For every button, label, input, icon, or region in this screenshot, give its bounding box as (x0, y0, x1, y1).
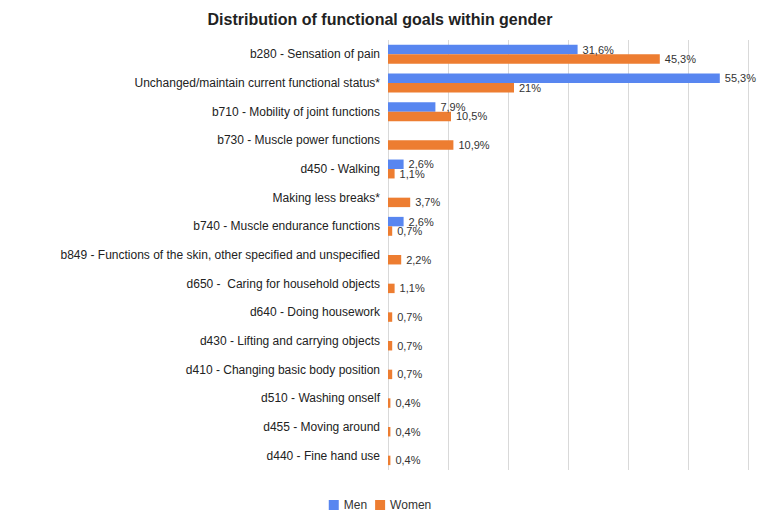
svg-text:b710 - Mobility of joint funct: b710 - Mobility of joint functions (212, 105, 380, 119)
svg-text:Making less breaks*: Making less breaks* (273, 191, 381, 205)
svg-text:0,7%: 0,7% (397, 311, 422, 323)
svg-text:d510 - Washing onself: d510 - Washing onself (261, 391, 381, 405)
svg-text:21%: 21% (519, 82, 541, 94)
svg-text:b280 - Sensation of pain: b280 - Sensation of pain (250, 47, 380, 61)
svg-text:3,7%: 3,7% (415, 196, 440, 208)
svg-text:b849 - Functions of the skin,: b849 - Functions of the skin, other spec… (60, 248, 380, 262)
svg-text:0,7%: 0,7% (397, 368, 422, 380)
svg-text:d455 - Moving around: d455 - Moving around (263, 420, 380, 434)
svg-text:1,1%: 1,1% (400, 168, 425, 180)
svg-text:b730 - Muscle power functions: b730 - Muscle power functions (217, 133, 380, 147)
svg-text:Men: Men (344, 498, 367, 512)
svg-text:0,4%: 0,4% (395, 454, 420, 466)
svg-text:0,4%: 0,4% (395, 397, 420, 409)
svg-text:Women: Women (390, 498, 431, 512)
svg-text:7,9%: 7,9% (440, 100, 466, 113)
svg-text:d440 - Fine hand use: d440 - Fine hand use (267, 449, 381, 463)
svg-text:d450 - Walking: d450 - Walking (300, 162, 380, 176)
svg-text:d640 - Doing housework: d640 - Doing housework (250, 305, 381, 319)
svg-text:2,6%: 2,6% (408, 215, 434, 228)
svg-text:Unchanged/maintain current fun: Unchanged/maintain current functional st… (135, 76, 381, 90)
svg-text:31,6%: 31,6% (583, 44, 614, 56)
svg-text:d430 - Lifting and carrying ob: d430 - Lifting and carrying objects (200, 334, 380, 348)
svg-text:10,9%: 10,9% (458, 139, 489, 151)
svg-text:1,1%: 1,1% (400, 282, 425, 294)
svg-text:d410 - Changing basic body pos: d410 - Changing basic body position (186, 363, 380, 377)
svg-text:0,7%: 0,7% (397, 340, 422, 352)
svg-text:b740 - Muscle endurance functi: b740 - Muscle endurance functions (193, 219, 380, 233)
svg-text:55,3%: 55,3% (725, 72, 756, 84)
svg-text:10,5%: 10,5% (456, 110, 487, 122)
svg-text:0,4%: 0,4% (395, 426, 420, 438)
svg-text:45,3%: 45,3% (665, 53, 696, 65)
svg-text:2,2%: 2,2% (406, 254, 431, 266)
svg-text:Distribution of functional goa: Distribution of functional goals within … (208, 11, 553, 28)
svg-text:d650 - Caring for household o: d650 - Caring for household objects (187, 277, 380, 291)
svg-text:2,6%: 2,6% (408, 158, 434, 171)
svg-text:0,7%: 0,7% (397, 225, 422, 237)
